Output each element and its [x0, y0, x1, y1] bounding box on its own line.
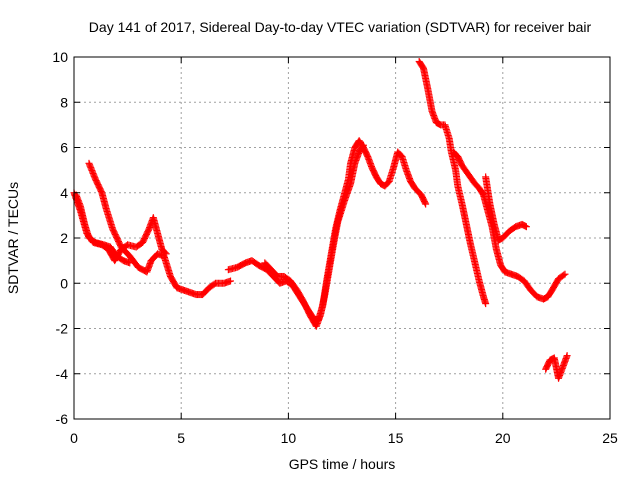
plus-marker [522, 223, 530, 231]
x-tick-label: 10 [281, 430, 297, 446]
plus-marker [359, 142, 367, 150]
plus-marker [421, 199, 429, 207]
y-tick-label: 8 [60, 94, 68, 110]
y-axis-label: SDTVAR / TECUs [5, 182, 21, 294]
series-track-5 [261, 141, 367, 330]
y-tick-label: -2 [56, 321, 69, 337]
y-tick-label: 4 [60, 185, 68, 201]
series-track-9 [542, 352, 571, 382]
y-tick-label: -4 [56, 366, 69, 382]
data-marks [70, 58, 571, 382]
series-track-6 [415, 58, 490, 308]
grid [74, 57, 610, 419]
series-track-8 [482, 173, 530, 244]
x-tick-label: 25 [602, 430, 618, 446]
x-tick-label: 5 [177, 430, 185, 446]
plus-marker [359, 141, 367, 149]
plus-marker [227, 277, 235, 285]
x-axis-label: GPS time / hours [289, 456, 396, 472]
y-tick-label: 0 [60, 275, 68, 291]
x-tick-label: 15 [388, 430, 404, 446]
x-tick-label: 20 [495, 430, 511, 446]
y-tick-label: 2 [60, 230, 68, 246]
plus-marker [422, 200, 430, 208]
y-tick-label: 10 [52, 49, 68, 65]
plus-marker [563, 352, 571, 360]
chart-title: Day 141 of 2017, Sidereal Day-to-day VTE… [89, 19, 592, 35]
series-track-7 [449, 148, 569, 303]
series-track-2 [72, 191, 134, 267]
y-tick-label: 6 [60, 140, 68, 156]
plus-marker [561, 270, 569, 278]
axis-ticks: 0 5 10 15 20 25 -6 -4 -2 0 2 4 6 8 10 [52, 49, 618, 446]
series-track-3 [85, 159, 235, 299]
plus-marker [560, 271, 568, 279]
x-tick-label: 0 [70, 430, 78, 446]
plus-marker [482, 300, 490, 308]
y-tick-label: -6 [56, 411, 69, 427]
